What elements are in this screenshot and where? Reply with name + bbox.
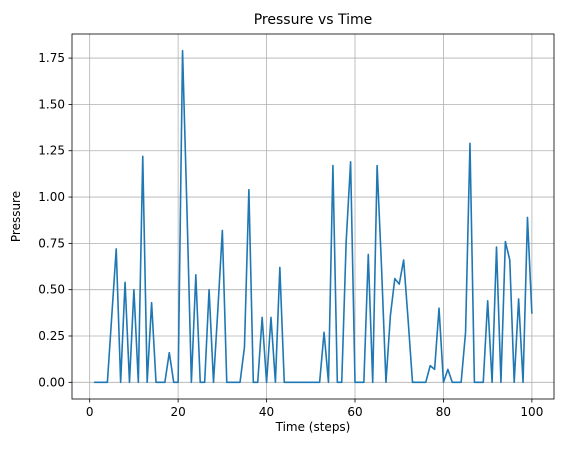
axis-ticks: 0 20 40 60 80 100 0.00 0.25 0.50 0.75 1.00 1.25 1.50… (38, 51, 543, 419)
y-tick-label: 1.50 (38, 97, 65, 111)
chart-title: Pressure vs Time (254, 12, 373, 28)
y-tick-label: 1.75 (38, 51, 65, 65)
y-tick-label: 0.25 (38, 329, 65, 343)
y-axis-label: Pressure (9, 191, 23, 242)
x-tick-label: 100 (520, 405, 543, 419)
y-tick-label: 0.75 (38, 236, 65, 250)
x-tick-label: 60 (347, 405, 362, 419)
x-tick-label: 80 (436, 405, 451, 419)
y-tick-label: 0.50 (38, 283, 65, 297)
grid-lines (72, 34, 554, 399)
x-axis-label: Time (steps) (275, 420, 351, 434)
plot-frame (71, 33, 555, 400)
x-tick-label: 40 (259, 405, 274, 419)
y-tick-label: 1.25 (38, 144, 65, 158)
series-layer (94, 49, 533, 384)
y-tick-label: 0.00 (38, 375, 65, 389)
x-tick-label: 0 (86, 405, 94, 419)
pressure-series-line (94, 49, 533, 384)
x-tick-label: 20 (170, 405, 185, 419)
y-tick-label: 1.00 (38, 190, 65, 204)
